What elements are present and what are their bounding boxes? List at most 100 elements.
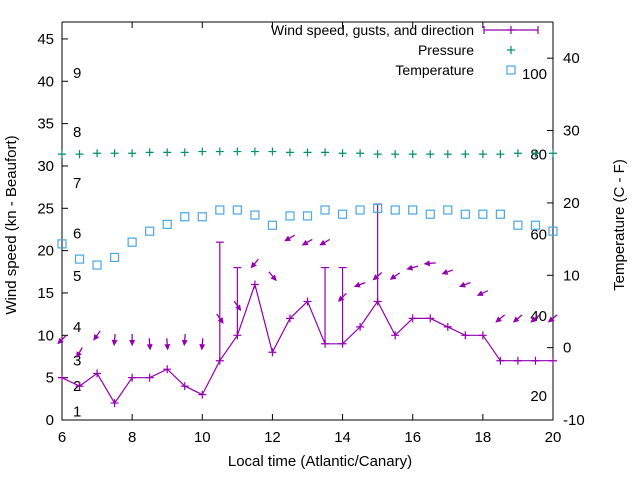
y-right-tick-label: 40 xyxy=(563,50,580,67)
wind-direction-arrow xyxy=(441,269,454,275)
temperature-marker xyxy=(513,220,523,230)
pressure-marker xyxy=(321,148,330,157)
pressure-marker xyxy=(303,148,312,157)
wind-direction-arrow xyxy=(146,338,153,351)
wind-speed-marker xyxy=(268,348,277,357)
pressure-marker xyxy=(268,147,277,156)
wind-speed-marker xyxy=(338,339,347,348)
wind-speed-marker xyxy=(180,382,189,391)
wind-speed-marker xyxy=(513,356,522,365)
axes-group: 6 8 10 12 14 16 18 20051015202530354045-1001020… xyxy=(37,21,585,446)
legend-item[interactable]: Temperature xyxy=(395,62,516,78)
temperature-marker xyxy=(302,211,313,221)
y-left-tick-label: 25 xyxy=(37,200,54,217)
wind-speed-marker xyxy=(110,399,119,408)
temperature-marker xyxy=(530,220,541,230)
wind-direction-arrow xyxy=(476,290,489,296)
pressure-marker xyxy=(145,148,154,157)
wind-direction-arrow xyxy=(284,234,296,242)
wind-direction-arrow xyxy=(512,314,523,323)
pressure-marker xyxy=(461,150,470,159)
wind-speed-marker xyxy=(321,339,330,348)
pressure-marker xyxy=(426,150,435,159)
pressure-marker xyxy=(338,149,347,158)
y-right-tick-label: 0 xyxy=(563,340,571,357)
pressure-marker xyxy=(233,147,242,156)
beaufort-label: 3 xyxy=(73,353,81,370)
temperature-marker xyxy=(495,209,505,219)
x-tick-label: 16 xyxy=(404,429,421,446)
legend-plus-icon xyxy=(507,46,515,54)
pressure-marker xyxy=(93,149,102,158)
beaufort-label: 1 xyxy=(73,404,81,421)
legend-label: Wind speed, gusts, and direction xyxy=(271,22,474,38)
legend-item[interactable]: Wind speed, gusts, and direction xyxy=(271,22,539,38)
temperature-marker xyxy=(355,205,365,215)
legend-label: Temperature xyxy=(395,62,474,78)
wind-direction-arrow xyxy=(319,238,331,246)
wind-direction-arrow xyxy=(353,281,366,288)
y-right-tick-label: -10 xyxy=(563,412,585,429)
temperature-marker xyxy=(337,209,348,219)
y-left-tick-label: 30 xyxy=(37,158,54,175)
pressure-marker xyxy=(285,148,294,157)
x-tick-label: 12 xyxy=(264,429,281,446)
wind-direction-arrow xyxy=(181,334,188,347)
pressure-marker xyxy=(391,150,400,159)
fahrenheit-label: 80 xyxy=(530,146,547,163)
wind-direction-arrow xyxy=(547,314,558,323)
wind-direction-arrow xyxy=(164,338,171,351)
wind-speed-marker xyxy=(75,382,84,391)
wind-direction-arrow xyxy=(459,281,471,288)
fahrenheit-label: 20 xyxy=(530,388,547,405)
x-tick-label: 10 xyxy=(194,429,211,446)
wind-speed-marker xyxy=(128,373,137,382)
temperature-marker xyxy=(110,252,120,263)
pressure-marker xyxy=(250,147,259,156)
wind-speed-marker xyxy=(408,314,417,323)
wind-direction-arrow xyxy=(372,272,383,281)
wind-speed-marker xyxy=(391,331,400,340)
pressure-marker xyxy=(198,147,207,156)
wind-direction-arrow xyxy=(57,335,67,345)
wind-speed-marker xyxy=(215,356,224,365)
wind-speed-marker xyxy=(233,331,242,340)
pressure-marker xyxy=(128,149,137,158)
wind-speed-marker xyxy=(303,297,312,306)
temperature-marker xyxy=(285,211,295,221)
pressure-marker xyxy=(531,149,540,158)
beaufort-label: 7 xyxy=(73,175,81,192)
pressure-marker xyxy=(549,149,557,158)
wind-direction-arrow xyxy=(406,264,419,271)
temperature-marker xyxy=(232,205,242,215)
wind-speed-marker xyxy=(461,331,470,340)
legend-item[interactable]: Pressure xyxy=(418,42,515,58)
wind-speed-marker xyxy=(443,322,452,331)
y-right-tick-label: 20 xyxy=(563,195,580,212)
x-tick-label: 8 xyxy=(128,429,136,446)
legend-plus-icon xyxy=(507,26,515,34)
temperature-marker xyxy=(443,205,453,215)
beaufort-label: 5 xyxy=(73,268,81,285)
pressure-marker xyxy=(356,149,365,158)
wind-speed-marker xyxy=(478,331,487,340)
temperature-marker xyxy=(145,226,155,236)
x-tick-label: 14 xyxy=(334,429,351,446)
wind-direction-arrow xyxy=(301,238,313,246)
pressure-marker xyxy=(478,150,487,159)
pressure-marker xyxy=(180,148,189,157)
temperature-marker xyxy=(460,209,470,219)
pressure-marker xyxy=(110,149,119,158)
wind-speed-marker xyxy=(58,373,66,382)
y-right-tick-label: 10 xyxy=(563,267,580,284)
pressure-marker xyxy=(215,147,224,156)
legend-group[interactable]: Wind speed, gusts, and direction Pressure… xyxy=(271,22,539,78)
x-tick-label: 6 xyxy=(58,429,66,446)
pressure-marker xyxy=(513,149,522,158)
wind-speed-marker xyxy=(373,297,382,306)
data-group xyxy=(57,147,558,408)
legend-square-icon xyxy=(506,65,516,75)
beaufort-label: 6 xyxy=(73,226,81,243)
